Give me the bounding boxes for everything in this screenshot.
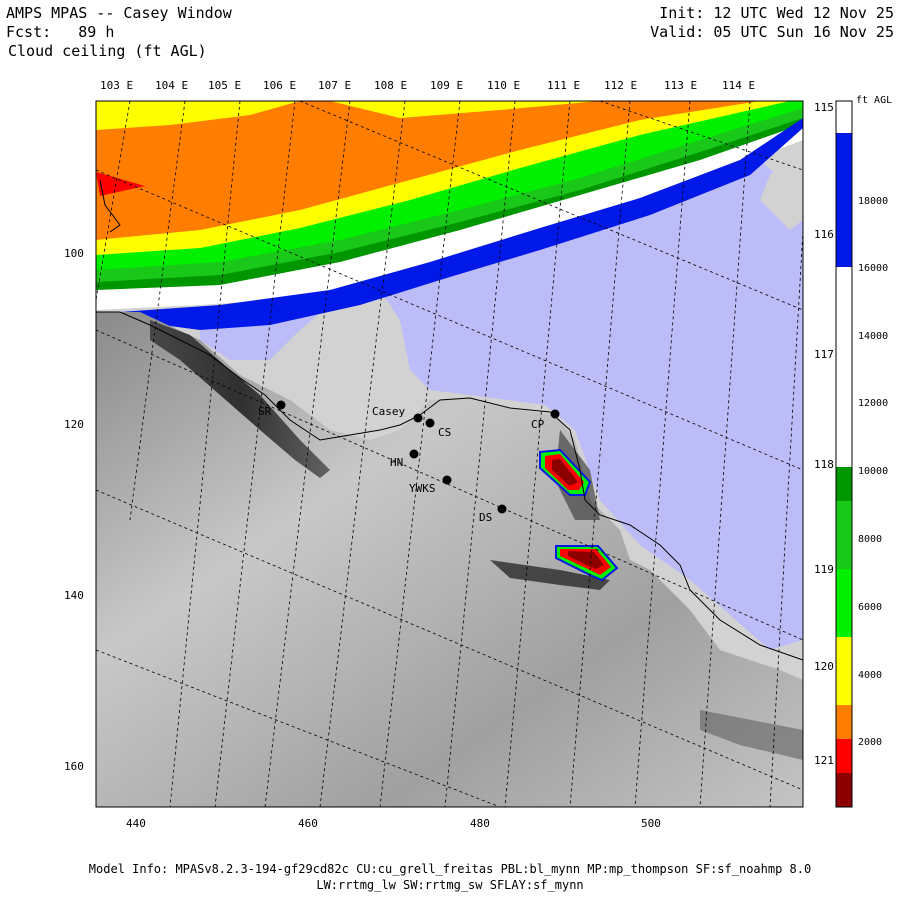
- map-frame: [95, 100, 804, 808]
- coastline: [96, 311, 803, 661]
- colorbar-label: 16000: [858, 263, 888, 274]
- blue-band: [120, 118, 803, 330]
- x-axis-labels: 440 460 480 500: [126, 817, 661, 830]
- station-dot: [425, 418, 435, 428]
- green-band: [96, 101, 803, 288]
- lon-label: 105 E: [208, 79, 241, 92]
- station-dot: [550, 409, 560, 419]
- station-dot: [497, 504, 507, 514]
- colorbar-label: 4000: [858, 670, 882, 681]
- station-dot: [413, 413, 423, 423]
- stations: SR Casey CS CP HN YWKS DS: [258, 400, 560, 524]
- init-time: Init: 12 UTC Wed 12 Nov 25: [659, 4, 894, 22]
- model-info-line2: LW:rrtmg_lw SW:rrtmg_sw SFLAY:sf_mynn: [316, 878, 584, 892]
- station-label: Casey: [372, 405, 405, 418]
- lon-label: 103 E: [100, 79, 133, 92]
- map-panel: [96, 101, 803, 807]
- colorbar-label: 8000: [858, 534, 882, 545]
- colorbar-label: 14000: [858, 331, 888, 342]
- y-axis-labels: 100 120 140 160: [64, 247, 84, 773]
- station-label: SR: [258, 405, 272, 418]
- station-label: DS: [479, 511, 492, 524]
- lon-label: 113 E: [664, 79, 697, 92]
- top-longitude-labels: 103 E 104 E 105 E 106 E 107 E 108 E 109 …: [100, 79, 755, 92]
- station-label: CP: [531, 418, 545, 431]
- lon-label: 111 E: [547, 79, 580, 92]
- station-label: HN: [390, 456, 403, 469]
- colorbar-unit: ft AGL: [856, 95, 892, 106]
- y-tick-label: 100: [64, 247, 84, 260]
- colorbar-label: 18000: [858, 196, 888, 207]
- yellow-band: [96, 101, 300, 130]
- lon-label: 106 E: [263, 79, 296, 92]
- colorbar-label: 12000: [858, 398, 888, 409]
- station-label: CS: [438, 426, 451, 439]
- lon-label: 112 E: [604, 79, 637, 92]
- lon-label: 114 E: [722, 79, 755, 92]
- graticule: [96, 101, 803, 807]
- lon-label: 108 E: [374, 79, 407, 92]
- station-dot: [409, 449, 419, 459]
- forecast-hour: Fcst: 89 h: [6, 23, 115, 41]
- lon-label: 107 E: [318, 79, 351, 92]
- x-tick-label: 480: [470, 817, 490, 830]
- colorbar-label: 2000: [858, 737, 882, 748]
- station-label: YWKS: [409, 482, 436, 495]
- white-band: [96, 124, 803, 310]
- colorbar-label: 6000: [858, 602, 882, 613]
- valid-time: Valid: 05 UTC Sun 16 Nov 25: [650, 23, 894, 41]
- y-tick-label: 140: [64, 589, 84, 602]
- colorbar-label: 10000: [858, 466, 888, 477]
- lon-label: 104 E: [155, 79, 188, 92]
- model-info-line1: Model Info: MPASv8.2.3-194-gf29cd82c CU:…: [88, 862, 812, 876]
- y-tick-label: 160: [64, 760, 84, 773]
- lon-label: 110 E: [487, 79, 520, 92]
- model-title: AMPS MPAS -- Casey Window: [6, 4, 232, 22]
- x-tick-label: 440: [126, 817, 146, 830]
- station-dot: [276, 400, 286, 410]
- x-tick-label: 460: [298, 817, 318, 830]
- lon-label: 109 E: [430, 79, 463, 92]
- colorbar: ft AGL 18000 16000 14000 12000 10000 800…: [835, 95, 892, 808]
- field-title: Cloud ceiling (ft AGL): [8, 42, 207, 60]
- x-tick-label: 500: [641, 817, 661, 830]
- lavender-area: [380, 160, 803, 650]
- y-tick-label: 120: [64, 418, 84, 431]
- station-dot: [442, 475, 452, 485]
